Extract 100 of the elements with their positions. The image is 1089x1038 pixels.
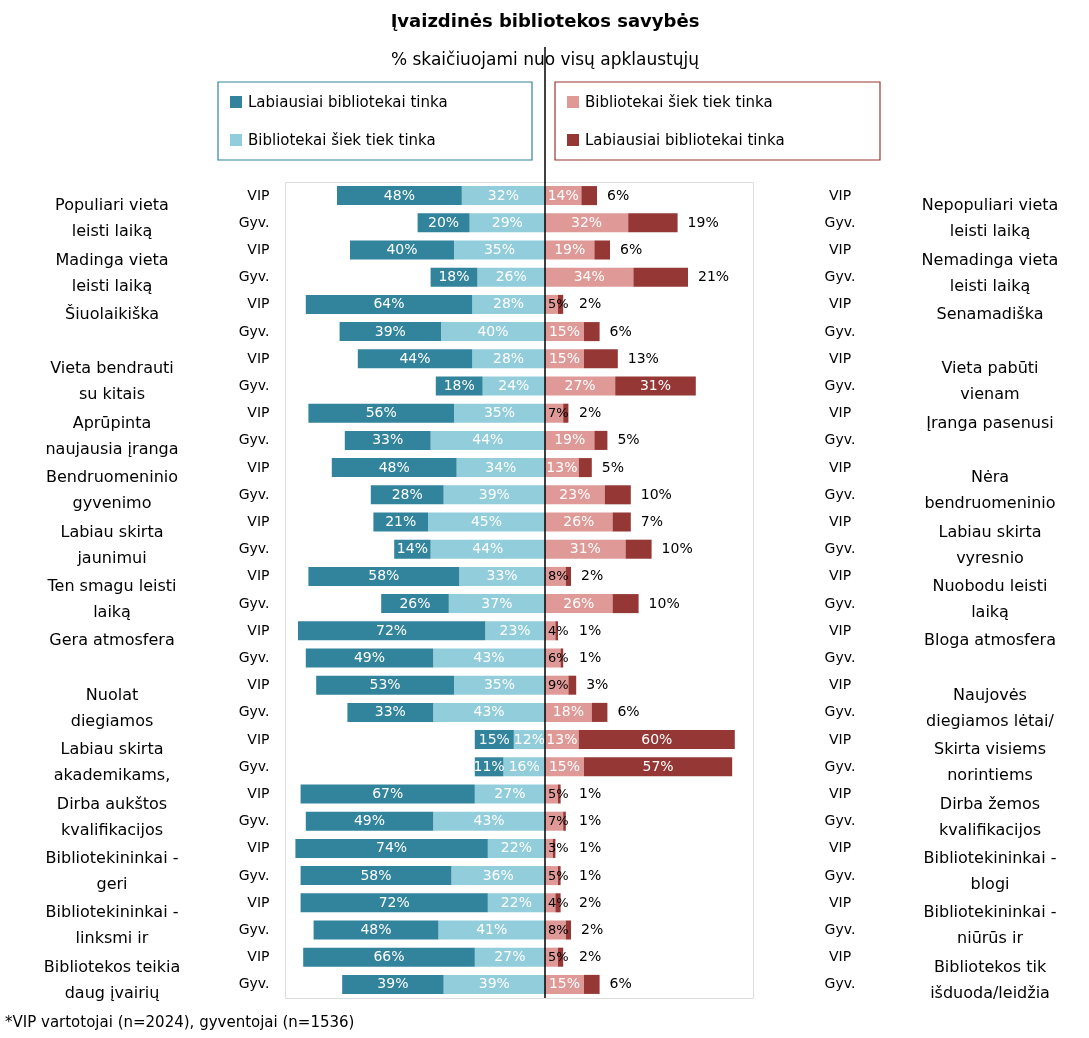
data-label: 26% [563, 594, 595, 611]
data-label: 1% [579, 785, 602, 801]
data-label: 15% [478, 730, 510, 747]
category-label: Labiau skirta jaunimui [60, 521, 164, 567]
category-label: Naujovės diegiamos lėtai/ [926, 684, 1054, 730]
data-label: 44% [472, 540, 504, 557]
y-tick-label: Gyv. [238, 594, 270, 611]
bar [300, 784, 475, 804]
data-label: 6% [620, 241, 643, 257]
data-label: 27% [564, 377, 596, 393]
category-label: Skirta visiems norintiems [933, 739, 1047, 785]
data-label: 6% [607, 186, 630, 203]
bar [313, 920, 439, 940]
bar [578, 730, 735, 750]
bar [594, 430, 608, 450]
y-tick-label: Gyv. [238, 866, 270, 883]
bar [615, 376, 696, 396]
y-tick-label: VIP [828, 241, 852, 257]
y-tick-label: VIP [247, 458, 270, 475]
bar [373, 512, 428, 532]
data-label: 6% [548, 650, 569, 665]
y-tick-label: VIP [828, 948, 852, 965]
bar [339, 322, 441, 342]
data-label: 44% [399, 349, 431, 366]
data-label: 14% [547, 186, 579, 203]
data-label: 44% [472, 431, 504, 448]
data-label: 48% [383, 186, 415, 203]
bar [584, 322, 600, 342]
data-label: 15% [548, 349, 581, 366]
y-tick-label: Gyv. [824, 866, 856, 883]
bar [357, 349, 473, 369]
category-label: Nepopuliari vieta leisti laiką [921, 195, 1059, 241]
data-label: 35% [483, 676, 516, 693]
y-tick-label: VIP [828, 893, 852, 910]
y-tick-label: VIP [828, 186, 852, 203]
category-label: Nemadinga vieta leisti laiką [921, 249, 1059, 295]
bar [628, 213, 678, 233]
category-label: Populiari vieta leisti laiką [55, 195, 169, 241]
y-tick-label: Gyv. [238, 812, 270, 829]
bar [305, 648, 434, 668]
data-label: 15% [548, 975, 581, 992]
data-label: 4% [548, 894, 569, 910]
y-tick-label: VIP [247, 186, 270, 203]
data-label: 2% [579, 948, 602, 965]
y-tick-label: VIP [828, 513, 852, 529]
category-label: Madinga vieta leisti laiką [55, 249, 169, 295]
data-label: 64% [373, 295, 405, 312]
category-label: Nuobodu leisti laiką [932, 575, 1048, 621]
data-label: 28% [493, 349, 525, 366]
bar [584, 974, 600, 994]
bar [305, 811, 434, 831]
bar [303, 947, 475, 967]
y-tick-label: Gyv. [238, 431, 270, 448]
bar [305, 294, 473, 314]
data-label: 33% [372, 431, 404, 448]
bar [594, 240, 610, 260]
y-tick-label: VIP [247, 567, 270, 584]
data-label: 26% [399, 594, 431, 611]
data-label: 33% [374, 703, 406, 720]
data-label: 26% [495, 268, 527, 285]
y-tick-label: Gyv. [238, 649, 270, 665]
data-label: 13% [546, 730, 578, 747]
data-label: 49% [353, 812, 386, 829]
data-label: 28% [493, 295, 525, 312]
category-label: Dirba žemos kvalifikacijos [938, 793, 1042, 839]
data-label: 58% [360, 866, 392, 883]
bar [584, 349, 618, 369]
category-label: Bloga atmosfera [924, 630, 1056, 650]
bar [584, 757, 733, 777]
data-label: 6% [609, 322, 632, 339]
data-label: 1% [579, 649, 602, 665]
y-tick-label: VIP [247, 513, 270, 529]
data-label: 74% [376, 839, 408, 856]
category-label: Įranga pasenusi [926, 412, 1054, 432]
category-label: Ten smagu leisti laiką [47, 575, 177, 621]
data-label: 5% [548, 949, 569, 965]
y-tick-label: Gyv. [238, 377, 270, 393]
data-label: 72% [378, 893, 410, 910]
bar [568, 675, 577, 695]
data-label: 16% [508, 757, 540, 774]
bar [300, 893, 488, 913]
data-label: 33% [486, 567, 518, 584]
bar [578, 458, 592, 478]
y-tick-label: VIP [247, 621, 270, 638]
bar [295, 838, 488, 858]
category-label: Gera atmosfera [49, 630, 175, 650]
bar [298, 621, 486, 641]
y-tick-label: Gyv. [824, 377, 856, 393]
data-label: 28% [391, 485, 423, 502]
data-label: 56% [365, 404, 397, 421]
category-label: Aprūpinta naujausia įranga [45, 412, 179, 458]
data-label: 8% [548, 922, 569, 937]
data-label: 10% [640, 485, 672, 502]
data-label: 1% [579, 866, 602, 883]
data-label: 72% [376, 621, 408, 638]
data-label: 5% [617, 431, 640, 448]
data-label: 45% [470, 513, 503, 529]
data-label: 31% [569, 540, 601, 557]
category-label: Vieta bendrauti su kitais [50, 358, 174, 404]
data-label: 39% [377, 975, 409, 992]
